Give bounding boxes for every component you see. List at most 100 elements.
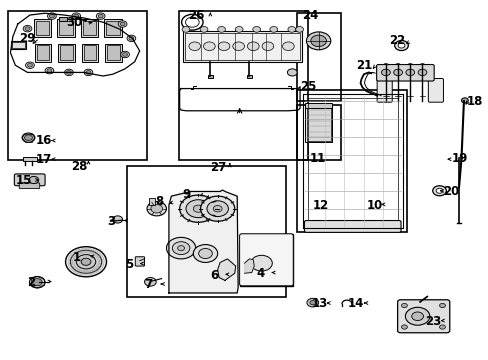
Text: 24: 24: [302, 9, 318, 22]
Circle shape: [397, 43, 404, 48]
Text: 17: 17: [36, 153, 52, 166]
FancyBboxPatch shape: [14, 174, 45, 186]
Text: 20: 20: [443, 185, 459, 198]
Circle shape: [65, 247, 106, 277]
Circle shape: [84, 69, 93, 76]
Bar: [105, 44, 122, 62]
Circle shape: [252, 27, 260, 32]
Text: 4: 4: [256, 267, 264, 280]
Circle shape: [232, 42, 244, 50]
Text: 2: 2: [27, 276, 36, 289]
Polygon shape: [168, 190, 238, 293]
Circle shape: [32, 279, 42, 286]
Text: 5: 5: [125, 258, 133, 271]
Text: 15: 15: [15, 174, 32, 186]
Circle shape: [218, 42, 229, 50]
Text: 6: 6: [210, 269, 218, 282]
Circle shape: [401, 325, 407, 329]
FancyBboxPatch shape: [427, 78, 443, 102]
Bar: [127, 166, 285, 297]
Circle shape: [185, 200, 210, 218]
Text: 22: 22: [388, 33, 404, 47]
Circle shape: [29, 276, 45, 288]
Circle shape: [182, 27, 189, 32]
Circle shape: [122, 53, 127, 56]
Circle shape: [113, 216, 122, 223]
Circle shape: [120, 22, 125, 26]
FancyBboxPatch shape: [19, 183, 40, 189]
Circle shape: [419, 63, 424, 67]
Bar: [37, 45, 49, 60]
Circle shape: [22, 133, 35, 142]
Circle shape: [86, 71, 91, 74]
Circle shape: [172, 242, 189, 255]
Circle shape: [395, 63, 400, 67]
Bar: [11, 41, 26, 49]
Bar: [239, 234, 293, 286]
Circle shape: [461, 98, 468, 103]
Text: 21: 21: [355, 59, 371, 72]
Circle shape: [193, 205, 203, 212]
Text: 25: 25: [300, 80, 316, 93]
Circle shape: [27, 63, 32, 67]
Circle shape: [29, 176, 39, 184]
Circle shape: [127, 35, 136, 41]
Circle shape: [217, 27, 225, 32]
FancyBboxPatch shape: [239, 234, 293, 286]
FancyBboxPatch shape: [376, 78, 391, 102]
Circle shape: [129, 37, 134, 40]
Circle shape: [435, 188, 442, 193]
Bar: [297, 105, 340, 160]
Circle shape: [405, 69, 414, 76]
Bar: [297, 90, 406, 232]
Circle shape: [200, 27, 207, 32]
Circle shape: [405, 307, 429, 325]
FancyBboxPatch shape: [304, 221, 400, 232]
Bar: [307, 98, 397, 225]
Circle shape: [282, 42, 294, 50]
Text: 1: 1: [73, 251, 81, 264]
Circle shape: [407, 63, 412, 67]
Text: 9: 9: [182, 188, 190, 201]
Circle shape: [72, 13, 81, 19]
FancyBboxPatch shape: [376, 64, 433, 81]
Circle shape: [411, 312, 423, 320]
Text: 23: 23: [424, 315, 440, 328]
Circle shape: [179, 195, 216, 222]
Circle shape: [23, 26, 32, 32]
Bar: [34, 19, 51, 37]
Circle shape: [383, 63, 387, 67]
Circle shape: [144, 278, 156, 286]
Circle shape: [287, 27, 295, 32]
Bar: [81, 19, 98, 37]
Bar: [82, 21, 96, 35]
Circle shape: [74, 14, 79, 18]
Circle shape: [198, 248, 212, 258]
Circle shape: [247, 42, 259, 50]
Text: 19: 19: [450, 152, 467, 165]
Polygon shape: [244, 259, 254, 273]
Circle shape: [287, 69, 297, 76]
Circle shape: [200, 196, 234, 221]
Circle shape: [118, 21, 127, 27]
Text: 30: 30: [66, 16, 82, 29]
Circle shape: [47, 69, 52, 72]
Bar: [149, 198, 155, 205]
FancyBboxPatch shape: [397, 300, 449, 333]
Circle shape: [147, 202, 166, 216]
Circle shape: [151, 204, 162, 213]
Circle shape: [121, 51, 129, 58]
Circle shape: [310, 35, 326, 46]
Bar: [178, 12, 307, 160]
Circle shape: [47, 13, 56, 19]
Text: 28: 28: [71, 160, 87, 173]
Polygon shape: [217, 259, 235, 280]
Circle shape: [309, 301, 315, 305]
Circle shape: [206, 201, 228, 217]
Circle shape: [66, 71, 71, 74]
Bar: [83, 45, 96, 60]
Circle shape: [439, 303, 445, 308]
Text: 12: 12: [312, 199, 328, 212]
Circle shape: [295, 27, 303, 32]
Bar: [59, 17, 66, 21]
